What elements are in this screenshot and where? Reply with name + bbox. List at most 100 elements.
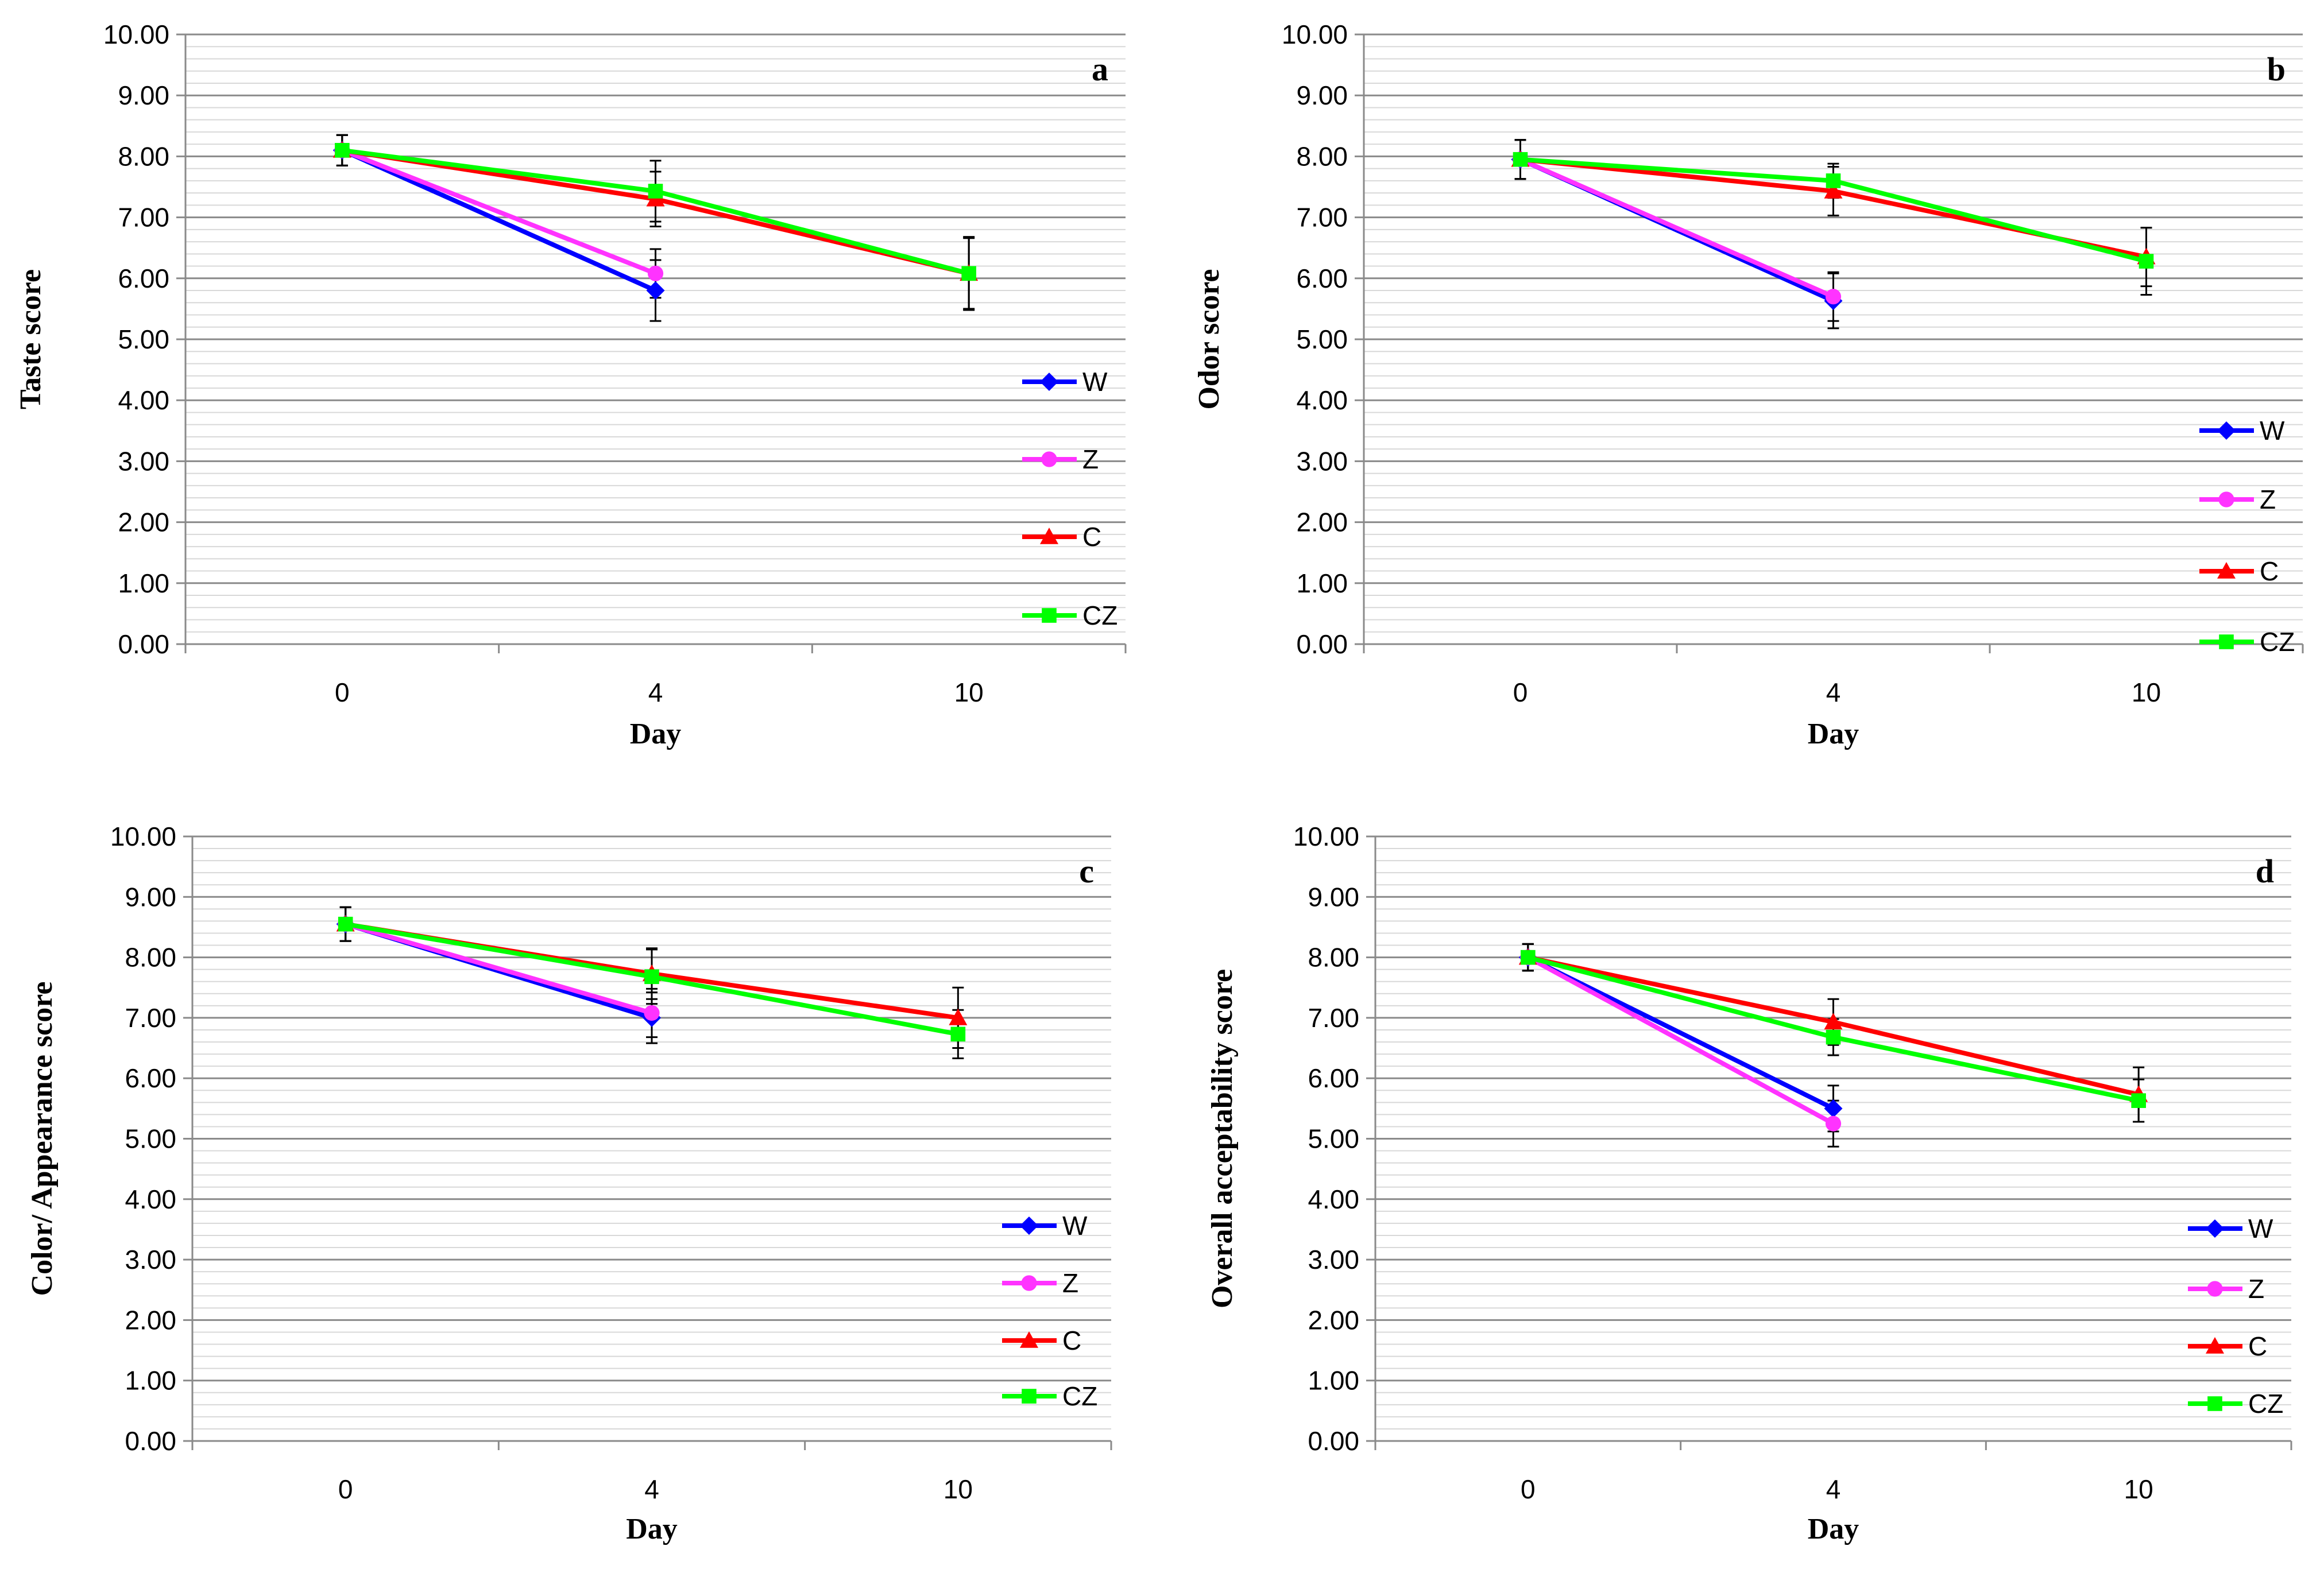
y-axis-title: Odor score [1193, 269, 1225, 409]
legend-label-C: C [2260, 556, 2279, 586]
data-point-Z [1825, 1115, 1842, 1132]
panel-letter: c [1079, 853, 1094, 890]
legend-label-C: C [2248, 1331, 2267, 1361]
y-tick-label: 10.00 [110, 822, 176, 851]
data-point-CZ [1521, 950, 1536, 965]
y-tick-label: 9.00 [1296, 80, 1348, 110]
data-point-CZ [1826, 173, 1841, 188]
legend-marker-Z [2218, 491, 2234, 507]
x-tick-label: 4 [1826, 1474, 1841, 1504]
legend-label-W: W [2248, 1214, 2273, 1243]
legend-marker-Z [2207, 1281, 2223, 1297]
y-tick-label: 9.00 [118, 80, 169, 110]
x-tick-label: 0 [1521, 1474, 1536, 1504]
legend-marker-Z [1041, 451, 1057, 467]
data-point-CZ [1513, 152, 1528, 167]
legend-label-W: W [1082, 367, 1108, 397]
x-axis-title: Day [1808, 718, 1859, 750]
y-axis-title: Taste score [14, 269, 47, 409]
legend: W ZC CZ [2188, 1214, 2283, 1419]
x-axis-title: Day [1808, 1513, 1859, 1545]
data-point-CZ [335, 142, 350, 158]
x-tick-label: 0 [335, 677, 350, 707]
y-tick-label: 5.00 [125, 1124, 176, 1154]
x-axis-title: Day [626, 1513, 678, 1545]
y-axis-title: Color/ Appearance score [26, 982, 59, 1296]
legend-marker-CZ [1022, 1389, 1037, 1404]
panel-letter: b [2267, 51, 2286, 88]
legend-marker-Z [1021, 1275, 1037, 1291]
x-tick-label: 10 [954, 677, 984, 707]
y-tick-label: 0.00 [125, 1426, 176, 1456]
legend-label-CZ: CZ [2260, 627, 2295, 657]
x-axis-title: Day [630, 718, 682, 750]
y-tick-label: 2.00 [118, 507, 169, 537]
y-tick-label: 4.00 [118, 385, 169, 415]
data-point-CZ [950, 1026, 966, 1042]
y-tick-label: 8.00 [1308, 943, 1359, 973]
legend-marker-C [2206, 1337, 2224, 1354]
chart-panel-b: 0.00 1.00 2.00 3.00 4.00 5.00 6.00 7.00 8.00 9.00… [1193, 20, 2304, 750]
y-tick-label: 0.00 [1308, 1426, 1359, 1456]
series-group [1511, 139, 2156, 330]
legend-label-W: W [2260, 416, 2285, 445]
y-tick-label: 9.00 [125, 882, 176, 912]
y-tick-label: 7.00 [1308, 1003, 1359, 1033]
legend-label-CZ: CZ [1082, 601, 1117, 630]
data-point-CZ [648, 184, 663, 199]
legend-marker-W [1040, 373, 1058, 391]
x-tick-label: 0 [338, 1474, 353, 1504]
legend-label-Z: Z [2248, 1274, 2264, 1304]
data-point-CZ [644, 969, 659, 985]
legend: W Z C CZ [1022, 367, 1117, 630]
chart-panel-d: 0.00 1.00 2.00 3.00 4.00 5.00 6.00 7.00 8.00 9.00… [1206, 822, 2292, 1545]
y-tick-label: 10.00 [1282, 20, 1348, 49]
y-tick-label: 0.00 [1296, 629, 1348, 659]
y-tick-label: 2.00 [1296, 507, 1348, 537]
legend-label-CZ: CZ [1062, 1381, 1097, 1411]
y-tick-label: 3.00 [1296, 446, 1348, 476]
legend-marker-CZ [2219, 634, 2234, 649]
x-tick-label: 4 [644, 1474, 659, 1504]
legend-marker-W [2217, 421, 2236, 440]
legend-label-Z: Z [1062, 1268, 1078, 1298]
legend-label-Z: Z [1082, 444, 1099, 474]
series-line-Z [345, 921, 653, 1016]
legend-label-C: C [1062, 1326, 1081, 1355]
y-tick-label: 8.00 [118, 141, 169, 171]
y-tick-label: 8.00 [1296, 141, 1348, 171]
y-tick-label: 6.00 [1296, 264, 1348, 293]
legend-label-W: W [1062, 1211, 1088, 1241]
legend-marker-C [2217, 562, 2236, 579]
legend-marker-CZ [1042, 608, 1057, 623]
y-tick-label: 4.00 [1308, 1184, 1359, 1214]
y-tick-label: 4.00 [1296, 385, 1348, 415]
panel-letter: a [1092, 51, 1108, 88]
y-tick-label: 7.00 [118, 203, 169, 233]
y-tick-label: 6.00 [125, 1063, 176, 1093]
data-point-C [1824, 1013, 1843, 1030]
legend-marker-C [1020, 1331, 1038, 1348]
legend-marker-C [1040, 528, 1058, 544]
data-point-Z [644, 1005, 660, 1021]
data-point-CZ [2139, 254, 2154, 269]
legend-label-C: C [1082, 522, 1101, 552]
y-tick-label: 10.00 [1293, 822, 1359, 851]
chart-panel-c: 0.00 1.00 2.00 3.00 4.00 5.00 6.00 7.00 8.00 9.00… [26, 822, 1112, 1545]
y-tick-label: 8.00 [125, 943, 176, 973]
y-tick-label: 6.00 [118, 264, 169, 293]
series-line-W [341, 148, 657, 293]
legend-marker-W [2206, 1219, 2224, 1238]
y-tick-label: 3.00 [125, 1245, 176, 1274]
x-tick-label: 4 [648, 677, 663, 707]
x-tick-label: 4 [1826, 677, 1841, 707]
legend-marker-W [1020, 1217, 1038, 1235]
y-tick-label: 1.00 [125, 1366, 176, 1396]
series-group [332, 134, 979, 322]
data-point-CZ [1826, 1029, 1841, 1045]
y-tick-label: 3.00 [1308, 1245, 1359, 1274]
data-point-CZ [338, 916, 353, 932]
legend-label-CZ: CZ [2248, 1389, 2283, 1419]
y-tick-label: 1.00 [118, 568, 169, 598]
